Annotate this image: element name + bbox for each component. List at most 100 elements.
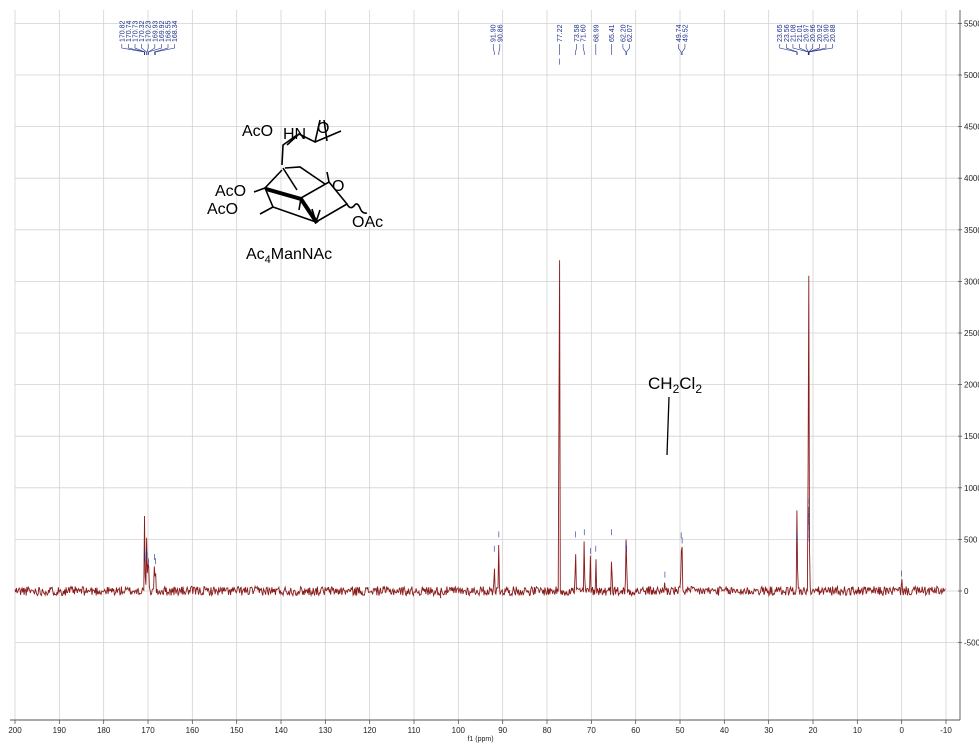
peak-label: 170.73 bbox=[133, 20, 140, 42]
peak-label: 91.90 bbox=[491, 24, 498, 42]
x-tick-label: 40 bbox=[720, 726, 729, 735]
grid-lines bbox=[14, 10, 958, 720]
x-tick-label: 50 bbox=[676, 726, 685, 735]
x-tick-label: 0 bbox=[899, 726, 904, 735]
peak-label-connector bbox=[582, 44, 585, 55]
x-tick-label: 20 bbox=[809, 726, 818, 735]
peak-label: 62.20 bbox=[620, 24, 627, 42]
y-tick-label: 2000 bbox=[964, 381, 979, 390]
y-tick-label: 3000 bbox=[964, 277, 979, 286]
peak-label: 170.32 bbox=[139, 20, 146, 42]
molecule-bold-bonds bbox=[265, 187, 319, 225]
x-tick-label: 180 bbox=[97, 726, 111, 735]
peak-label: 170.74 bbox=[126, 20, 133, 42]
peak-label: 23.56 bbox=[784, 24, 791, 42]
peak-label-connector bbox=[154, 44, 169, 55]
x-tick-label: 130 bbox=[319, 726, 333, 735]
peak-label: 77.22 bbox=[557, 24, 564, 42]
peak-label-connector bbox=[155, 44, 175, 55]
peak-label-connector bbox=[121, 44, 145, 55]
peak-label: 62.07 bbox=[627, 24, 634, 42]
x-tick-label: 170 bbox=[141, 726, 155, 735]
mol-oac: OAc bbox=[352, 214, 383, 231]
peak-label-connector bbox=[779, 44, 798, 55]
y-tick-label: 4500 bbox=[964, 123, 979, 132]
ch2cl2-pointer bbox=[666, 396, 670, 456]
y-tick-label: 500 bbox=[964, 535, 978, 544]
peak-label-connector bbox=[808, 44, 833, 55]
peak-label: 23.65 bbox=[777, 24, 784, 42]
x-tick-label: 10 bbox=[853, 726, 862, 735]
x-tick-label: 190 bbox=[53, 726, 67, 735]
peak-label: 65.41 bbox=[609, 24, 616, 42]
ch2cl2-annotation: CH2Cl2 bbox=[648, 374, 702, 456]
peak-label-connector bbox=[575, 44, 577, 55]
y-tick-label: 3500 bbox=[964, 226, 979, 235]
x-tick-label: 60 bbox=[631, 726, 640, 735]
peak-label: 71.60 bbox=[581, 24, 588, 42]
peak-label-connector bbox=[792, 44, 809, 55]
peak-label: 49.52 bbox=[682, 24, 689, 42]
peak-label: 20.97 bbox=[804, 24, 811, 42]
y-tick-label: -500 bbox=[964, 639, 979, 648]
mol-hn: HN bbox=[283, 126, 306, 143]
x-tick-label: -10 bbox=[940, 726, 952, 735]
x-axis-title: f1 (ppm) bbox=[467, 736, 493, 743]
mol-ring-o: O bbox=[332, 178, 344, 195]
peak-label-connector bbox=[148, 44, 156, 55]
peak-label-connector bbox=[146, 44, 149, 55]
y-tick-label: 1500 bbox=[964, 432, 979, 441]
peak-label: 49.74 bbox=[676, 24, 683, 42]
mol-aco-mid: AcO bbox=[215, 183, 246, 200]
x-tick-label: 150 bbox=[230, 726, 244, 735]
x-tick-label: 80 bbox=[543, 726, 552, 735]
peak-label: 170.82 bbox=[119, 20, 126, 42]
ch2cl2-label: CH2Cl2 bbox=[648, 374, 702, 396]
x-tick-label: 90 bbox=[498, 726, 507, 735]
peak-label: 168.55 bbox=[166, 20, 173, 42]
peak-label: 90.86 bbox=[497, 24, 504, 42]
peak-label-connector bbox=[141, 44, 147, 55]
x-tick-label: 100 bbox=[452, 726, 466, 735]
y-tick-label: 2500 bbox=[964, 329, 979, 338]
peak-label: 20.88 bbox=[830, 24, 837, 42]
peak-label-connector bbox=[134, 44, 146, 55]
y-tick-label: 1000 bbox=[964, 484, 979, 493]
molecule-structure: AcO HN O AcO AcO O OAc Ac4ManNAc bbox=[207, 119, 383, 266]
peak-label: 20.92 bbox=[817, 24, 824, 42]
peak-label: 20.96 bbox=[810, 24, 817, 42]
peak-label: 21.01 bbox=[797, 24, 804, 42]
peak-label-connector bbox=[681, 44, 686, 55]
y-tick-label: 5500 bbox=[964, 19, 979, 28]
peak-labels: 170.82 170.74 170.73 170.32 170.23 169.93 169.… bbox=[119, 20, 837, 55]
peak-label: 73.58 bbox=[574, 24, 581, 42]
peak-label: 170.23 bbox=[146, 20, 153, 42]
molecule-name: Ac4ManNAc bbox=[246, 246, 332, 266]
peak-label-connector bbox=[626, 44, 630, 55]
mol-aco-low: AcO bbox=[207, 201, 238, 218]
peak-label-connector bbox=[498, 44, 501, 55]
peak-label: 68.99 bbox=[593, 24, 600, 42]
peak-label: 168.34 bbox=[172, 20, 179, 42]
mol-carbonyl-o: O bbox=[317, 120, 329, 137]
spectrum-trace bbox=[14, 58, 946, 599]
x-tick-label: 140 bbox=[274, 726, 288, 735]
mol-aco-top: AcO bbox=[242, 123, 273, 140]
peak-label: 169.92 bbox=[159, 20, 166, 42]
x-tick-label: 30 bbox=[764, 726, 773, 735]
peak-label: 169.93 bbox=[152, 20, 159, 42]
x-tick-label: 120 bbox=[363, 726, 377, 735]
y-tick-label: 4000 bbox=[964, 174, 979, 183]
peak-label-connector bbox=[808, 44, 820, 55]
peak-label: 20.90 bbox=[823, 24, 830, 42]
spectrum-line bbox=[14, 260, 946, 598]
x-tick-label: 200 bbox=[8, 726, 22, 735]
x-tick-label: 70 bbox=[587, 726, 596, 735]
axes: 200 190 180 170 160 150 140 130 120 110 100 90 80 70 6… bbox=[8, 10, 979, 743]
peak-label-connector bbox=[786, 44, 798, 55]
peak-label: 21.08 bbox=[790, 24, 797, 42]
x-tick-label: 160 bbox=[186, 726, 200, 735]
y-tick-label: 0 bbox=[964, 587, 969, 596]
